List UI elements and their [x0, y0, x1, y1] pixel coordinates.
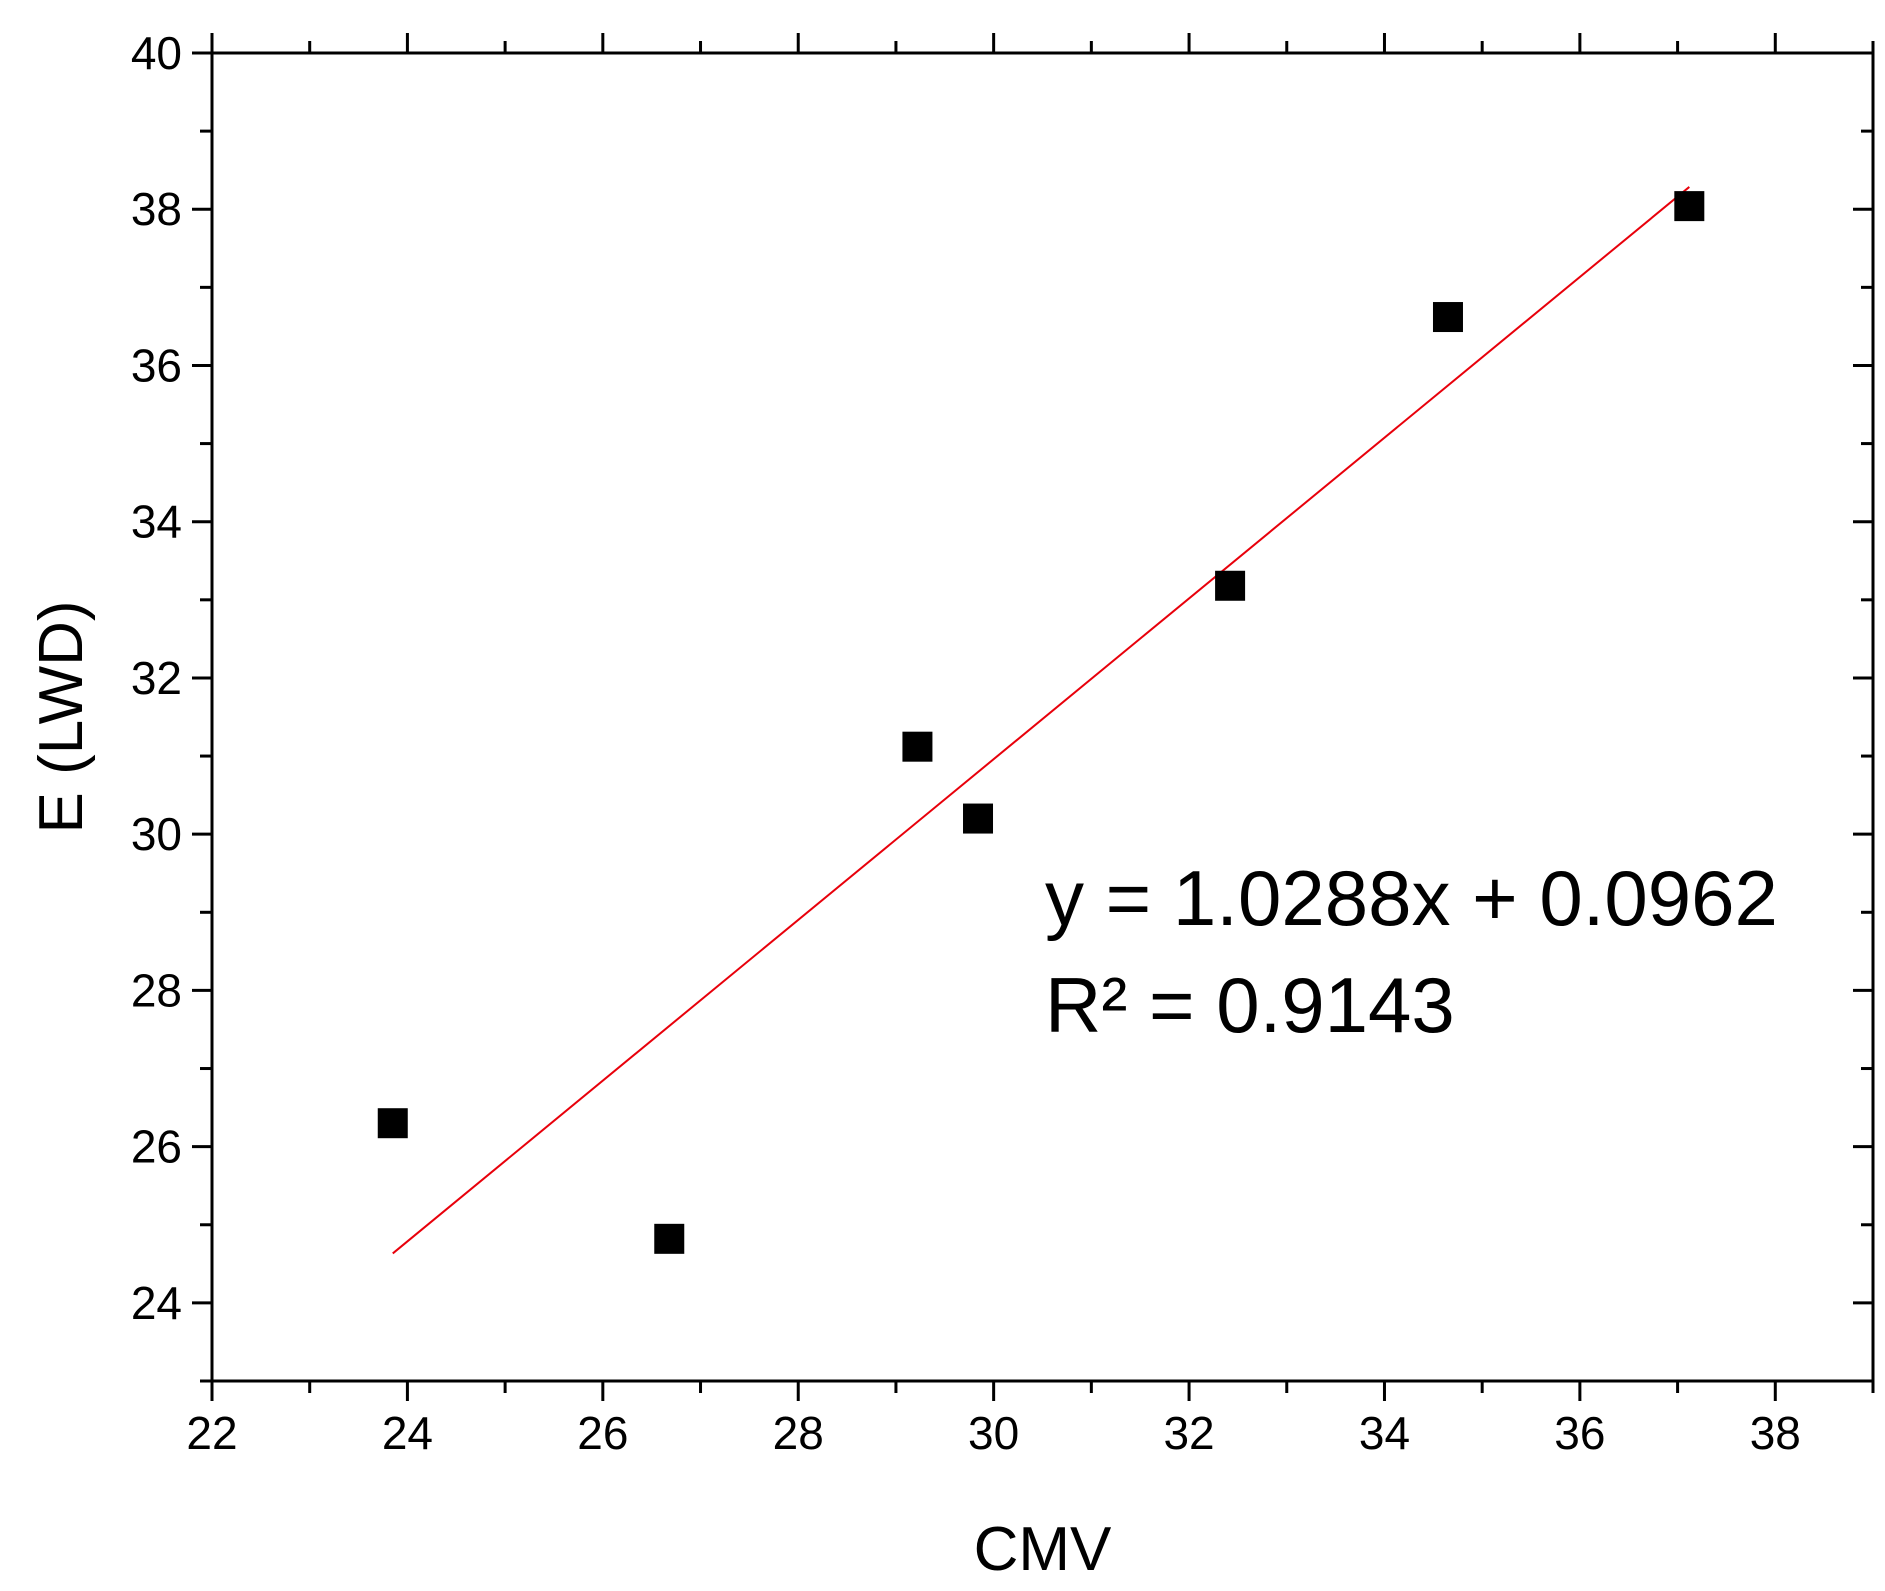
y-tick-label: 26 — [131, 1121, 182, 1173]
data-point — [1674, 191, 1705, 222]
x-tick-label: 32 — [1163, 1407, 1214, 1459]
regression-equation: y = 1.0288x + 0.0962 — [1045, 854, 1778, 942]
x-tick-label: 22 — [186, 1407, 237, 1459]
data-point — [654, 1223, 685, 1254]
data-point — [902, 731, 933, 762]
x-tick-label: 30 — [968, 1407, 1019, 1459]
y-tick-label: 30 — [131, 808, 182, 860]
y-tick-label: 24 — [131, 1277, 182, 1329]
x-tick-label: 34 — [1359, 1407, 1410, 1459]
data-point — [963, 803, 994, 834]
data-point — [377, 1108, 408, 1139]
r-squared-label: R² = 0.9143 — [1045, 961, 1455, 1049]
y-axis-title: E (LWD) — [27, 600, 96, 833]
data-point — [1215, 570, 1246, 601]
x-tick-label: 24 — [382, 1407, 433, 1459]
data-point — [1432, 302, 1463, 333]
x-tick-label: 36 — [1554, 1407, 1605, 1459]
y-tick-label: 34 — [131, 496, 182, 548]
x-tick-label: 38 — [1750, 1407, 1801, 1459]
y-tick-label: 32 — [131, 652, 182, 704]
data-points — [377, 191, 1705, 1254]
y-tick-label: 38 — [131, 183, 182, 235]
x-axis-ticks: 22 24 26 28 30 32 34 36 38 — [186, 33, 1875, 1459]
trendline — [392, 186, 1690, 1255]
plot-frame — [210, 51, 1875, 1383]
trendline-group — [392, 186, 1690, 1255]
y-tick-label: 40 — [131, 27, 182, 79]
x-axis-title: CMV — [974, 1515, 1112, 1584]
x-tick-label: 26 — [577, 1407, 628, 1459]
x-tick-label: 28 — [773, 1407, 824, 1459]
y-axis-ticks: 24 26 28 30 32 34 36 38 40 — [131, 27, 1873, 1383]
y-tick-label: 28 — [131, 964, 182, 1016]
y-tick-label: 36 — [131, 339, 182, 391]
